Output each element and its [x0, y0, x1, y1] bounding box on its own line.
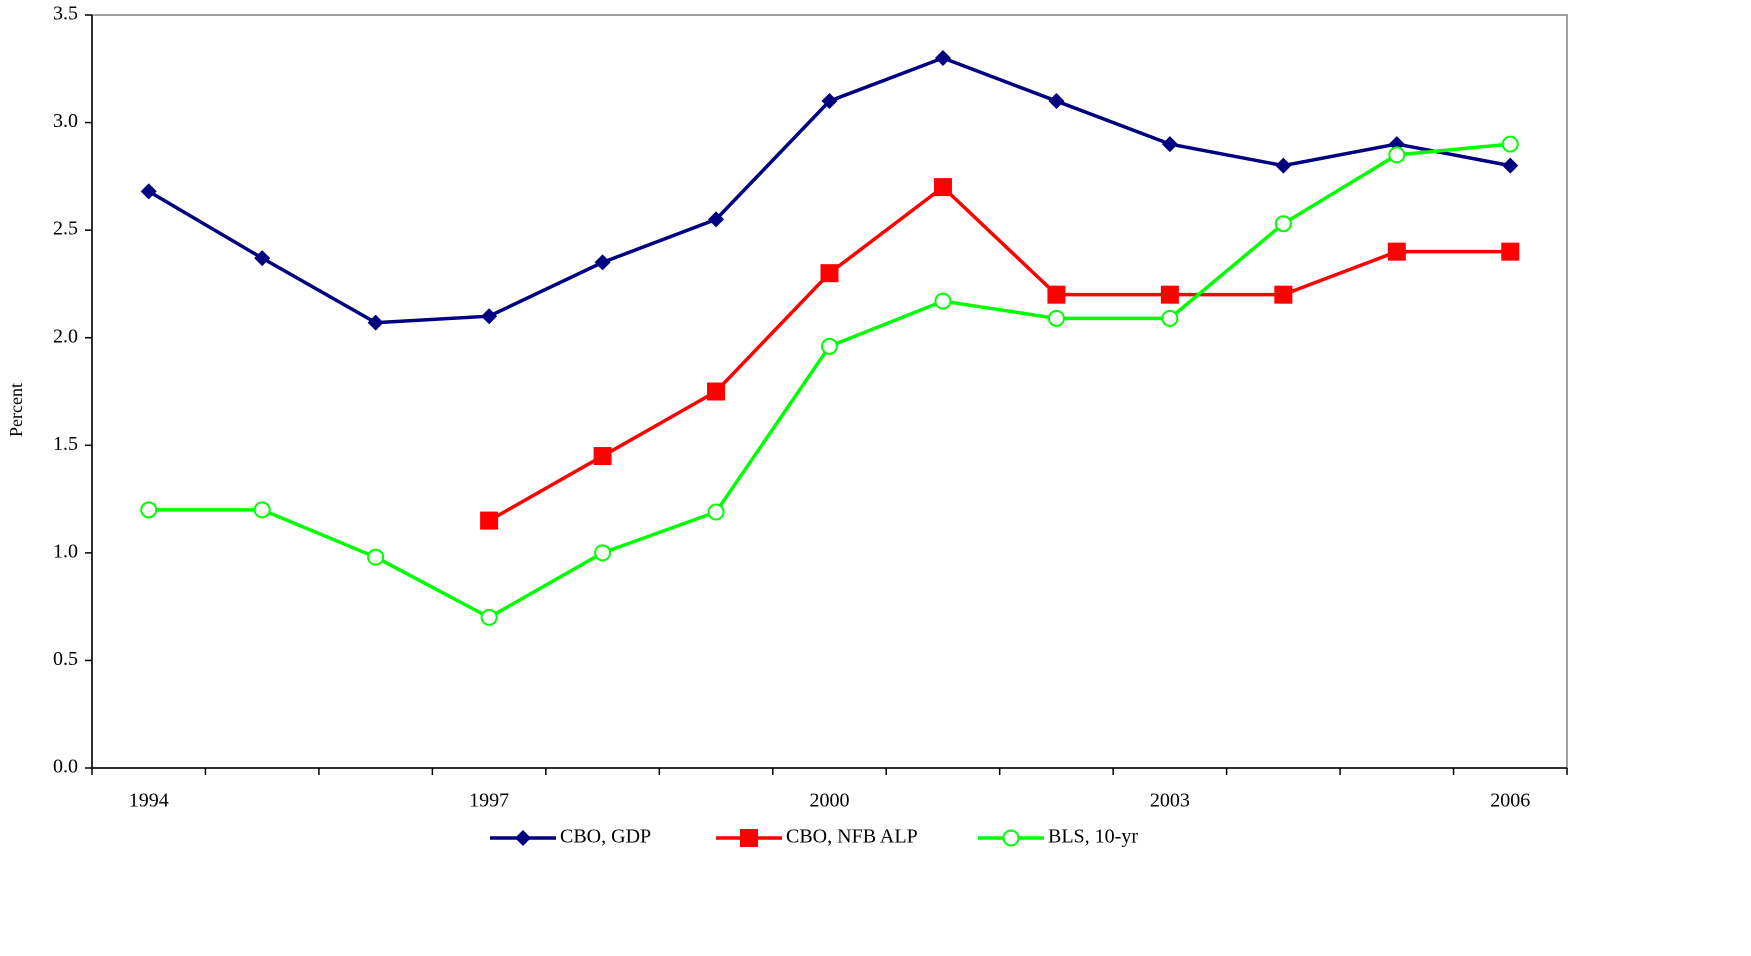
point — [821, 337, 838, 355]
point — [1161, 309, 1179, 327]
point — [934, 50, 951, 67]
point — [821, 93, 838, 110]
y-tick-label: 1.0 — [53, 540, 78, 562]
y-tick-label: 1.5 — [53, 433, 78, 455]
point — [707, 382, 726, 401]
legend-marker — [515, 830, 531, 846]
point — [253, 501, 271, 519]
point — [820, 264, 839, 283]
point — [934, 292, 952, 310]
point — [1501, 242, 1520, 261]
y-tick-label: 3.0 — [53, 110, 78, 132]
point — [933, 178, 952, 197]
legend-label: CBO, GDP — [560, 826, 651, 848]
point — [593, 447, 612, 466]
point — [1501, 135, 1519, 153]
legend-marker — [1002, 829, 1020, 847]
plot-frame — [91, 14, 1568, 769]
point — [481, 308, 498, 325]
x-tick-label: 2003 — [1150, 790, 1190, 812]
point — [1048, 93, 1065, 110]
point — [594, 254, 611, 271]
point — [140, 183, 157, 200]
y-tick-label: 2.5 — [53, 218, 78, 240]
point — [254, 250, 271, 267]
point — [1502, 157, 1519, 174]
legend-marker — [740, 829, 758, 847]
point — [1047, 309, 1065, 327]
point — [708, 211, 725, 228]
point — [1161, 136, 1178, 153]
legend-label: CBO, NFB ALP — [786, 826, 918, 848]
x-tick-label: 2006 — [1490, 790, 1530, 812]
point — [140, 501, 158, 519]
point — [367, 548, 385, 566]
y-tick-label: 0.5 — [53, 648, 78, 670]
point — [367, 314, 384, 331]
y-tick-label: 3.5 — [53, 3, 78, 25]
point — [480, 511, 499, 530]
x-tick-label: 2000 — [810, 790, 850, 812]
point — [1387, 242, 1406, 261]
point — [1274, 285, 1293, 304]
series-line — [488, 184, 1511, 523]
point — [1275, 157, 1292, 174]
point — [1160, 285, 1179, 304]
point — [1274, 215, 1292, 233]
point — [594, 544, 612, 562]
point — [480, 608, 498, 626]
legend-label: BLS, 10-yr — [1048, 826, 1138, 848]
y-tick-label: 0.0 — [53, 756, 78, 778]
y-axis-label: Percent — [6, 383, 26, 437]
y-tick-label: 2.0 — [53, 325, 78, 347]
point — [707, 503, 725, 521]
series-line — [148, 142, 1511, 620]
point — [1388, 146, 1406, 164]
x-tick-label: 1994 — [129, 790, 169, 812]
point — [1047, 285, 1066, 304]
x-tick-label: 1997 — [469, 790, 509, 812]
